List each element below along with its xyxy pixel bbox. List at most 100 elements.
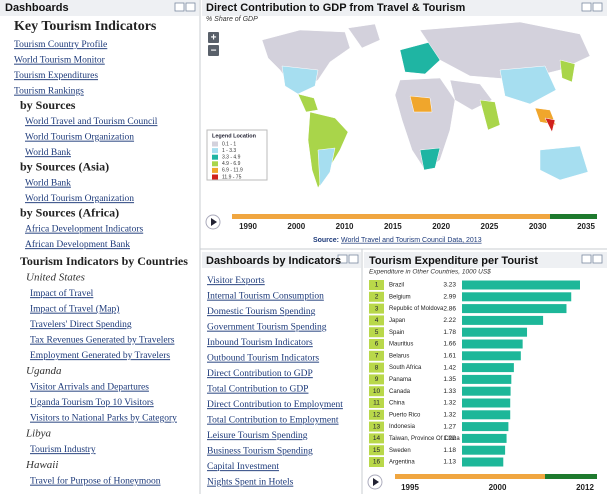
link[interactable]: Total Contribution to GDP	[207, 385, 308, 395]
link[interactable]: Leisure Tourism Spending	[207, 431, 308, 441]
panel-header	[202, 252, 361, 268]
country: Belarus	[389, 353, 409, 359]
value-label: 1.61	[443, 353, 456, 360]
country-heading: United States	[26, 272, 85, 284]
timeline-label: 2030	[529, 222, 547, 231]
link[interactable]: Employment Generated by Travelers	[30, 351, 170, 361]
link[interactable]: Nights Spent in Hotels	[207, 478, 294, 488]
country: Japan	[389, 318, 405, 324]
legend-swatch	[212, 141, 218, 147]
link[interactable]: Tax Revenues Generated by Travelers	[30, 336, 175, 346]
section-heading: by Sources (Asia)	[20, 159, 109, 173]
link[interactable]: Business Tourism Spending	[207, 447, 313, 457]
source-link[interactable]: World Travel and Tourism Council Data, 2…	[341, 237, 482, 244]
timeline-bar[interactable]	[550, 214, 597, 219]
timeline-bar[interactable]	[545, 474, 597, 479]
link[interactable]: Internal Tourism Consumption	[207, 292, 324, 302]
rank-box	[369, 445, 384, 456]
rank-box	[369, 433, 384, 444]
link[interactable]: Africa Development Indicators	[25, 224, 143, 235]
value-label: 1.78	[443, 329, 456, 336]
country-heading: Libya	[25, 428, 52, 440]
link[interactable]: Tourism Country Profile	[14, 39, 107, 50]
legend-label: 3.3 - 4.9	[222, 155, 241, 161]
country: Republic of Moldova	[389, 306, 444, 312]
rank-box	[369, 303, 384, 314]
source-label: Source:	[313, 237, 339, 244]
bar	[462, 374, 512, 384]
country: Taiwan, Province Of China	[389, 436, 460, 442]
link[interactable]: Inbound Tourism Indicators	[207, 338, 313, 348]
country: South Africa	[389, 365, 422, 371]
value-label: 1.42	[443, 364, 456, 371]
country: Spain	[389, 330, 404, 336]
country: Panama	[389, 377, 412, 383]
rank-box	[369, 327, 384, 338]
link[interactable]: Travelers' Direct Spending	[30, 320, 132, 330]
link[interactable]: Travel for Purpose of Honeymoon	[30, 476, 161, 487]
value-label: 2.99	[443, 294, 456, 301]
cover	[364, 469, 607, 494]
section-heading: Tourism Indicators by Countries	[20, 254, 188, 268]
rank: 14	[373, 435, 381, 442]
panel-header	[364, 252, 607, 268]
link[interactable]: Outbound Tourism Indicators	[207, 354, 319, 364]
world-map	[261, 21, 591, 189]
panel-header	[202, 0, 607, 16]
link[interactable]: Visitor Exports	[207, 276, 265, 286]
link[interactable]: World Bank	[25, 148, 71, 158]
bar	[462, 304, 567, 314]
link[interactable]: World Tourism Organization	[25, 194, 134, 204]
bar	[462, 315, 544, 325]
panel-menu[interactable]	[174, 2, 603, 264]
rank: 11	[373, 400, 380, 407]
timeline-bar[interactable]	[232, 214, 550, 219]
rank: 7	[375, 353, 379, 360]
timeline-bar[interactable]	[395, 474, 545, 479]
link[interactable]: Government Tourism Spending	[207, 323, 327, 333]
bar	[462, 351, 521, 361]
value-label: 1.33	[443, 388, 456, 395]
play-icon	[373, 478, 379, 486]
timeline-label: 2000	[287, 222, 305, 231]
link[interactable]: Total Contribution to Employment	[207, 416, 339, 426]
link[interactable]: Direct Contribution to GDP	[207, 369, 313, 379]
link[interactable]: World Tourism Organization	[25, 133, 134, 143]
link[interactable]: Tourism Expenditures	[14, 71, 98, 81]
bar	[462, 457, 504, 467]
bar	[462, 327, 528, 337]
rank-box	[369, 386, 384, 397]
play-icon	[211, 218, 217, 226]
link[interactable]: Tourism Industry	[30, 445, 96, 455]
legend-swatch	[212, 174, 218, 180]
legend-title: Legend Location	[212, 133, 257, 139]
bar	[462, 422, 509, 432]
legend-label: 6.9 - 11.9	[222, 168, 243, 174]
value-label: 1.32	[443, 400, 456, 407]
zoom-in[interactable]: +	[211, 33, 217, 44]
link[interactable]: Domestic Tourism Spending	[207, 307, 316, 317]
rank: 3	[375, 305, 379, 312]
subtitle: % Share of GDP	[206, 16, 258, 23]
timeline-label: 2020	[432, 222, 450, 231]
link[interactable]: Uganda Tourism Top 10 Visitors	[30, 398, 154, 408]
link[interactable]: World Tourism Monitor	[14, 56, 106, 66]
bar	[462, 445, 506, 455]
link[interactable]: World Bank	[25, 179, 71, 189]
link[interactable]: Tourism Rankings	[14, 87, 84, 97]
link[interactable]: Visitors to National Parks by Category	[30, 414, 177, 424]
country: Argentina	[389, 460, 415, 466]
link[interactable]: Visitor Arrivals and Departures	[30, 383, 149, 393]
link[interactable]: World Travel and Tourism Council	[25, 117, 158, 127]
value-label: 3.23	[443, 282, 456, 289]
link[interactable]: Impact of Travel (Map)	[30, 304, 119, 315]
link[interactable]: Impact of Travel	[30, 288, 94, 299]
link[interactable]: Capital Investment	[207, 462, 279, 472]
rank: 2	[375, 294, 379, 301]
zoom-controls[interactable]	[208, 32, 219, 56]
link[interactable]: Direct Contribution to Employment	[207, 400, 343, 410]
country: Brazil	[389, 283, 404, 289]
link[interactable]: African Development Bank	[25, 239, 130, 250]
zoom-out[interactable]: −	[211, 46, 217, 57]
